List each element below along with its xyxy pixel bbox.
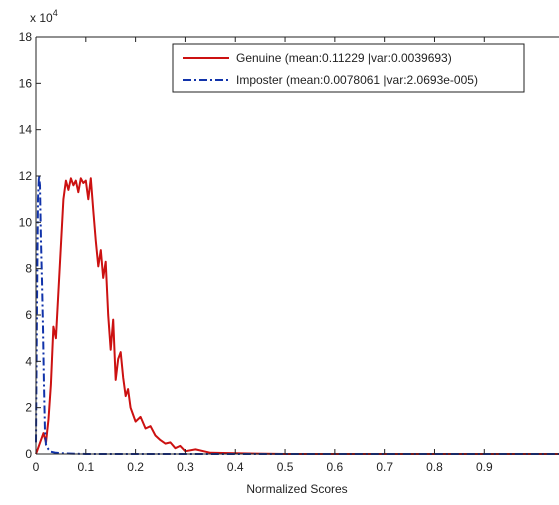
y-tick-label: 12 [19, 169, 33, 183]
y-tick-label: 14 [19, 123, 33, 137]
x-tick-label: 0.8 [426, 460, 443, 474]
ticks-layer: 0 0.1 0.2 0.3 0.4 0.5 0.6 0.7 0.8 0.9 0 2 4 6 8 10 12 14 1… [19, 30, 493, 474]
x-tick-label: 0.3 [177, 460, 194, 474]
y-tick-label: 4 [25, 354, 32, 368]
x-tick-label: 0.4 [227, 460, 244, 474]
plot-area [36, 37, 559, 454]
x-tick-label: 0.1 [77, 460, 94, 474]
x-tick-label: 0.2 [127, 460, 144, 474]
y-tick-label: 2 [25, 401, 32, 415]
y-tick-label: 0 [25, 447, 32, 461]
y-tick-label: 10 [19, 215, 33, 229]
axes-layer [35, 36, 559, 455]
x-axis-label: Normalized Scores [246, 482, 347, 496]
x-tick-label: 0.9 [476, 460, 493, 474]
legend: Genuine (mean:0.11229 |var:0.0039693) Im… [172, 43, 525, 93]
y-multiplier-base: x 10 [30, 11, 53, 25]
x-tick-label: 0.7 [376, 460, 393, 474]
y-multiplier-exponent: 4 [53, 8, 58, 18]
y-tick-label: 18 [19, 30, 33, 44]
x-tick-label: 0 [33, 460, 40, 474]
x-tick-label: 0.5 [277, 460, 294, 474]
x-tick-label: 0.6 [327, 460, 344, 474]
legend-box [172, 43, 525, 93]
legend-genuine-label: Genuine (mean:0.11229 |var:0.0039693) [236, 51, 452, 65]
y-multiplier-label: x 104 [30, 8, 58, 25]
y-tick-label: 16 [19, 76, 33, 90]
legend-imposter-label: Imposter (mean:0.0078061 |var:2.0693e-00… [236, 73, 478, 87]
y-tick-label: 6 [25, 308, 32, 322]
y-tick-label: 8 [25, 262, 32, 276]
